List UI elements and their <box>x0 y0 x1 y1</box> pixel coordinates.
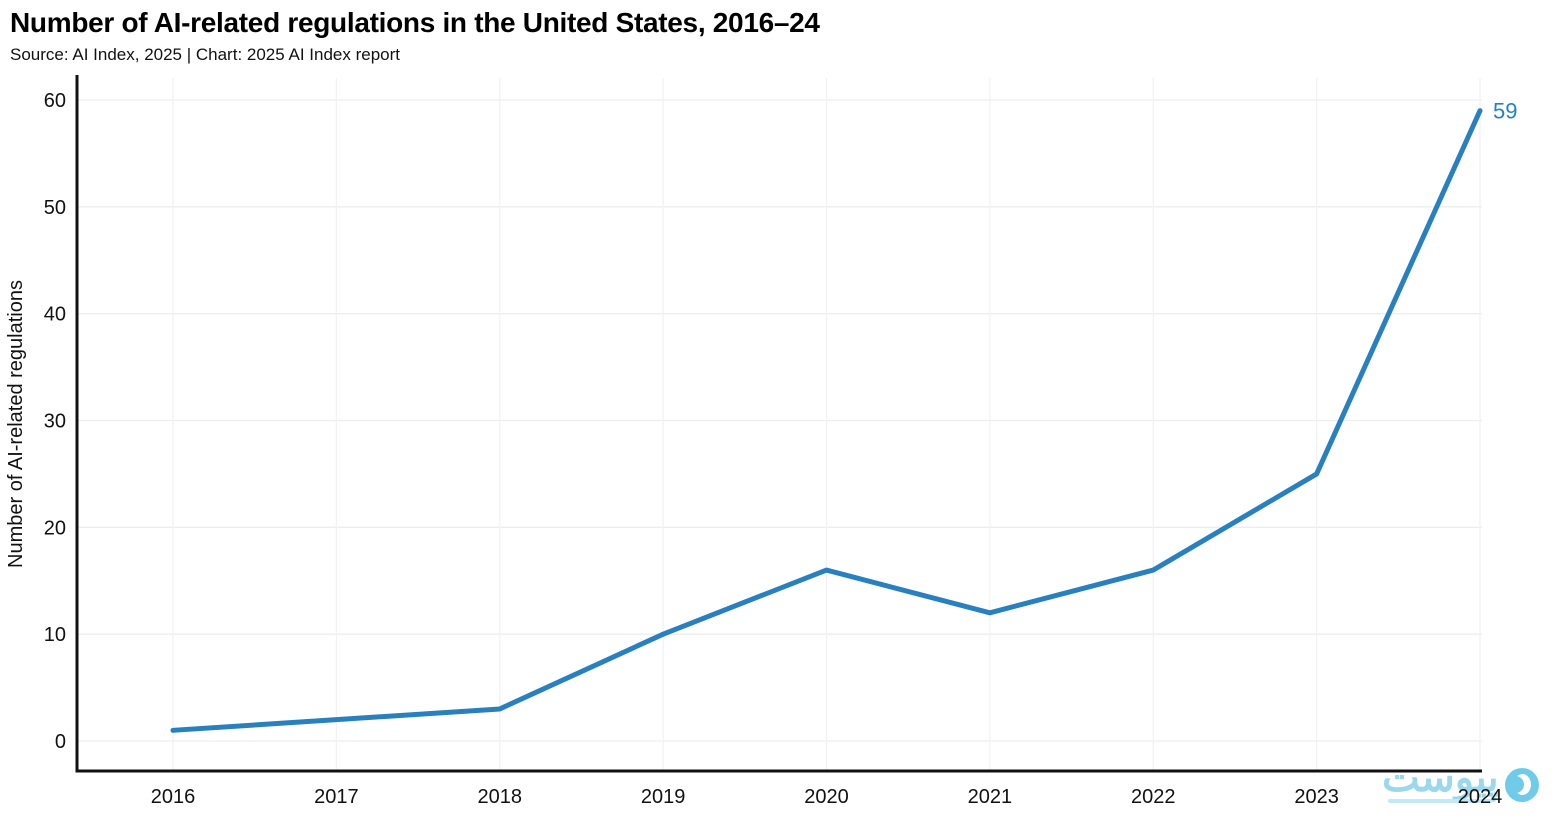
x-tick-label: 2019 <box>641 786 686 808</box>
x-tick-label: 2022 <box>1131 786 1176 808</box>
x-tick-label: 2023 <box>1294 786 1339 808</box>
end-value-label: 59 <box>1493 99 1517 124</box>
chart-header: Number of AI-related regulations in the … <box>10 6 1210 65</box>
x-tick-labels: 2016 2017 2018 2019 2020 2021 2022 2023 2024 <box>151 786 1503 808</box>
x-tick-label: 2024 <box>1458 786 1503 808</box>
source-subtitle: Source: AI Index, 2025 | Chart: 2025 AI … <box>10 45 400 64</box>
axes <box>75 75 1482 773</box>
y-tick-label: 0 <box>55 731 66 753</box>
watermark-logo-icon <box>1504 768 1539 802</box>
y-tick-label: 30 <box>44 411 66 433</box>
watermark-text-block: پیوست <box>1382 756 1499 803</box>
x-tick-label: 2020 <box>804 786 849 808</box>
crescent-icon <box>1506 774 1531 795</box>
horizontal-gridlines <box>77 99 1482 742</box>
x-tick-label: 2018 <box>478 786 523 808</box>
watermark-caption-line <box>1388 799 1493 803</box>
y-axis-title: Number of AI-related regulations <box>5 280 27 568</box>
regulations-line <box>170 108 1483 733</box>
page-title: Number of AI-related regulations in the … <box>10 7 820 38</box>
x-tick-label: 2016 <box>151 786 196 808</box>
watermark-logo-text: پیوست <box>1382 756 1499 800</box>
vertical-gridlines <box>172 78 1481 771</box>
y-tick-label: 50 <box>44 197 66 219</box>
y-tick-label: 10 <box>44 624 66 646</box>
data-series <box>170 108 1483 733</box>
x-tick-label: 2017 <box>314 786 359 808</box>
y-tick-labels: 0 10 20 30 40 50 60 <box>44 90 66 753</box>
y-tick-label: 40 <box>44 304 66 326</box>
publisher-watermark: پیوست <box>1382 756 1539 803</box>
y-tick-label: 20 <box>44 517 66 539</box>
y-tick-label: 60 <box>44 90 66 112</box>
x-tick-label: 2021 <box>968 786 1013 808</box>
